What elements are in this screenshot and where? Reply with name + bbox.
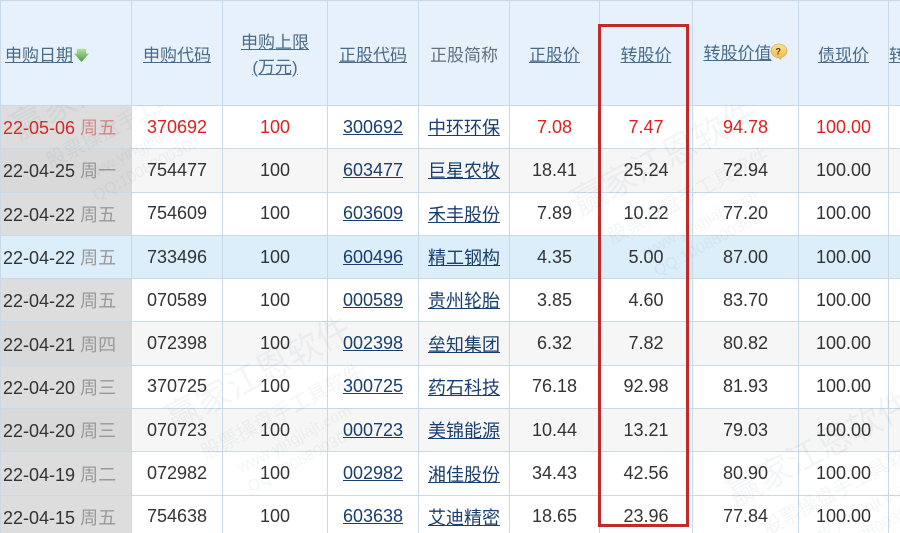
svg-text:?: ? [775,46,781,56]
